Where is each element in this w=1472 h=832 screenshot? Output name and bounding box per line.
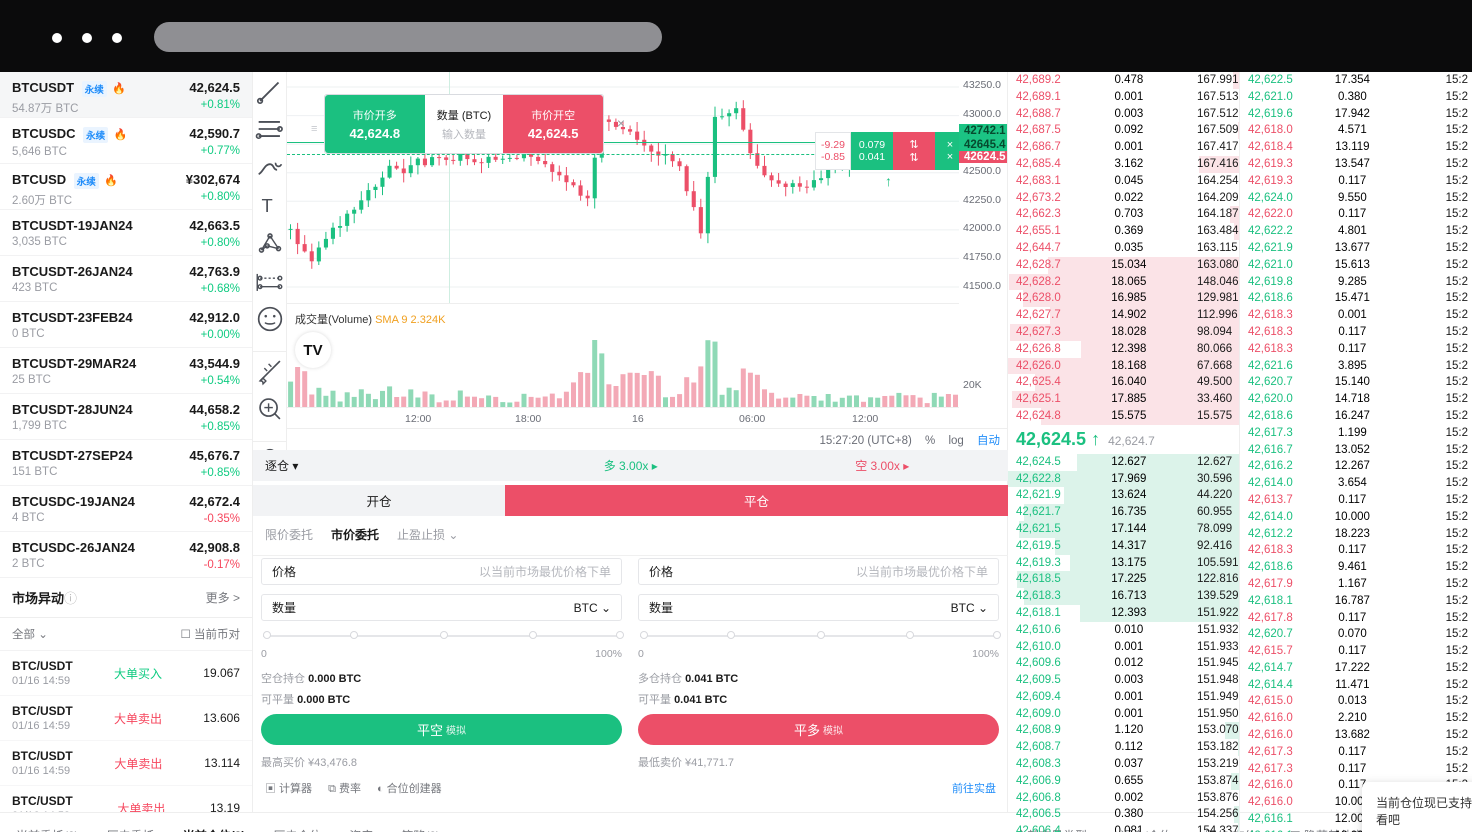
svg-text:T: T <box>262 195 273 216</box>
